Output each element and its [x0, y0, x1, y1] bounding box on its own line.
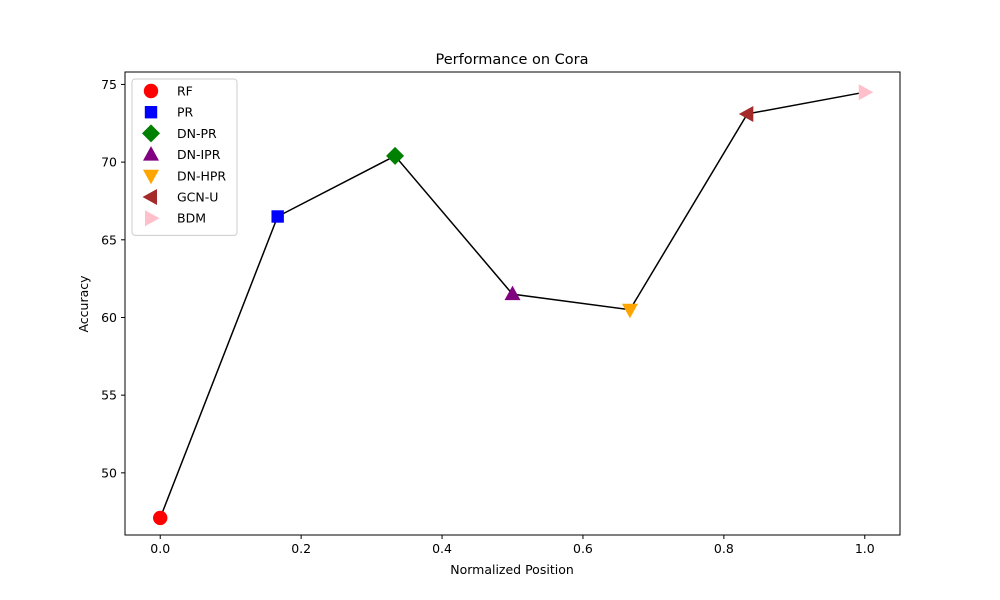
legend-marker-rf: [143, 83, 159, 99]
x-tick-label: 0.8: [714, 541, 734, 556]
data-point-rf: [153, 510, 168, 526]
legend-marker-pr: [144, 106, 158, 119]
y-tick-label: 55: [101, 388, 117, 403]
legend-label: DN-HPR: [177, 168, 226, 183]
data-point-dn-hpr: [621, 303, 638, 319]
legend-label: GCN-U: [177, 190, 218, 205]
legend-frame: [131, 78, 238, 236]
axes-frame: [124, 71, 901, 536]
chart-title: Performance on Cora: [435, 52, 588, 68]
legend-label: DN-IPR: [177, 147, 221, 162]
legend-label: RF: [177, 84, 193, 99]
y-axis-label: Accuracy: [76, 275, 91, 333]
legend-marker-dn-hpr: [143, 169, 159, 185]
x-tick-label: 0.0: [150, 541, 170, 556]
y-tick-label: 50: [101, 465, 117, 480]
legend-marker-gcn-u: [142, 189, 157, 205]
x-tick-label: 0.6: [573, 541, 593, 556]
legend: RF PR DN-PR DN-IPR DN-HPR GCN-U BDM: [131, 78, 238, 236]
legend-label: DN-PR: [177, 126, 217, 141]
data-point-pr: [271, 210, 284, 223]
data-point-dn-ipr: [504, 285, 521, 301]
y-tick-label: 70: [101, 155, 117, 170]
y-tick-label: 65: [101, 232, 117, 247]
y-tick-label: 60: [101, 310, 117, 325]
x-tick-label: 0.4: [432, 541, 452, 556]
data-point-dn-pr: [386, 146, 405, 165]
legend-label: BDM: [177, 211, 206, 226]
plot-area: 0.0 0.2 0.4 0.6 0.8 1.0 50 55 60 65 70 75: [101, 71, 901, 556]
legend-marker-bdm: [145, 210, 160, 227]
y-tick-label: 75: [101, 77, 117, 92]
data-point-bdm: [858, 84, 874, 101]
x-tick-label: 0.2: [291, 541, 311, 556]
legend-label: PR: [177, 105, 194, 120]
x-tick-label: 1.0: [855, 541, 875, 556]
x-axis-label: Normalized Position: [450, 562, 574, 577]
legend-marker-dn-pr: [142, 124, 160, 143]
legend-marker-dn-ipr: [143, 146, 159, 161]
data-point-gcn-u: [738, 105, 754, 122]
